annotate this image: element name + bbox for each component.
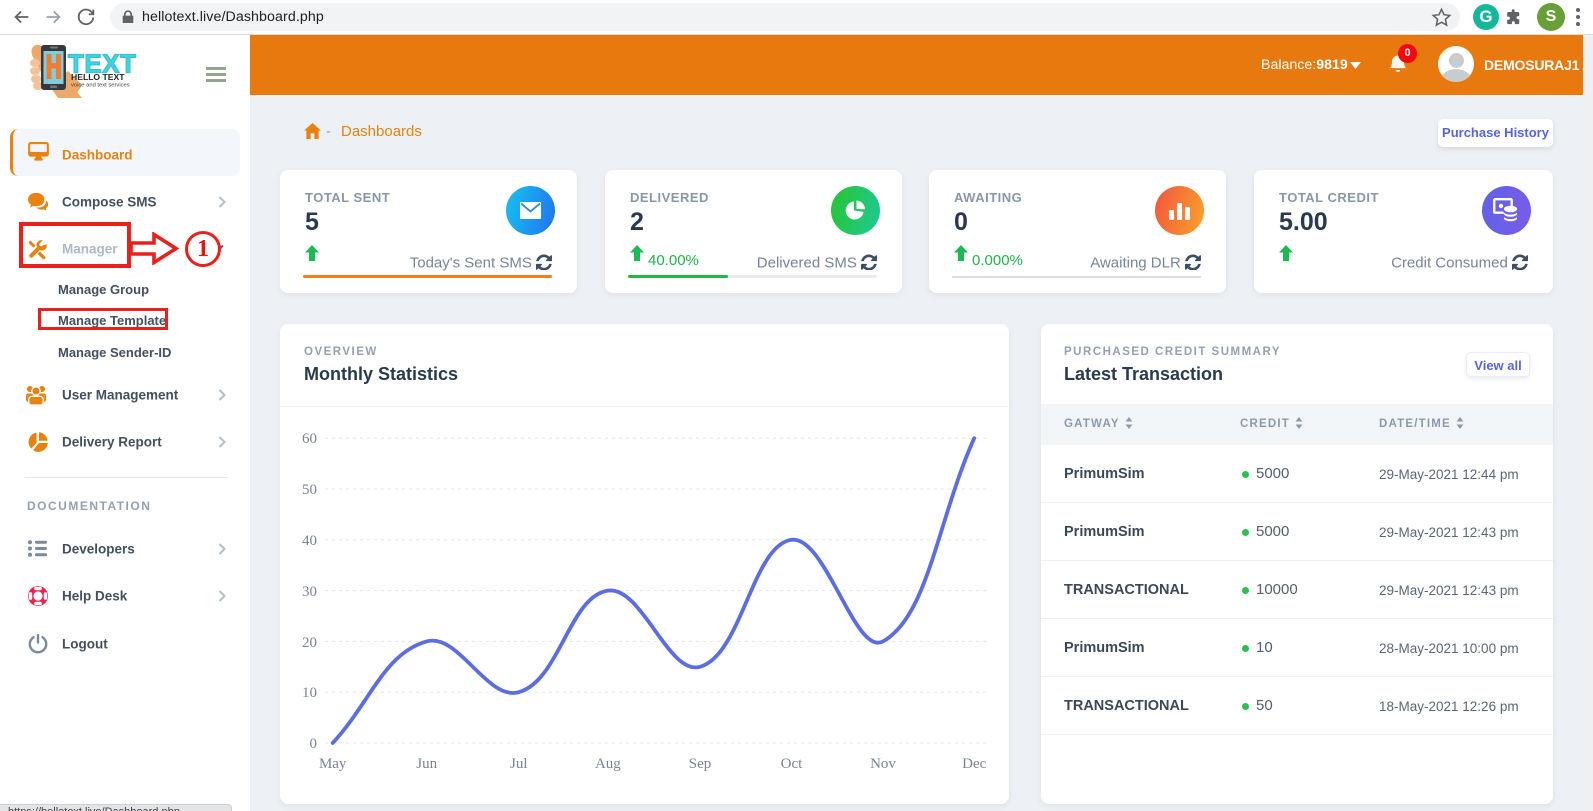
svg-text:Jul: Jul (510, 756, 528, 772)
svg-text:May: May (319, 756, 347, 772)
svg-text:Nov: Nov (870, 756, 896, 772)
svg-text:30: 30 (302, 584, 317, 600)
svg-text:Sep: Sep (689, 756, 712, 772)
svg-text:20: 20 (302, 635, 317, 651)
svg-text:Jun: Jun (416, 756, 437, 772)
svg-text:Aug: Aug (595, 756, 621, 772)
svg-text:Dec: Dec (962, 756, 986, 772)
svg-text:Oct: Oct (781, 756, 803, 772)
svg-text:60: 60 (302, 431, 317, 447)
svg-text:10: 10 (302, 685, 317, 701)
svg-text:40: 40 (302, 533, 317, 549)
svg-text:voice and text services: voice and text services (71, 83, 130, 89)
svg-text:0: 0 (310, 736, 318, 752)
svg-text:HELLO TEXT: HELLO TEXT (71, 72, 125, 82)
svg-text:TEXT: TEXT (68, 49, 136, 79)
svg-text:50: 50 (302, 482, 317, 498)
